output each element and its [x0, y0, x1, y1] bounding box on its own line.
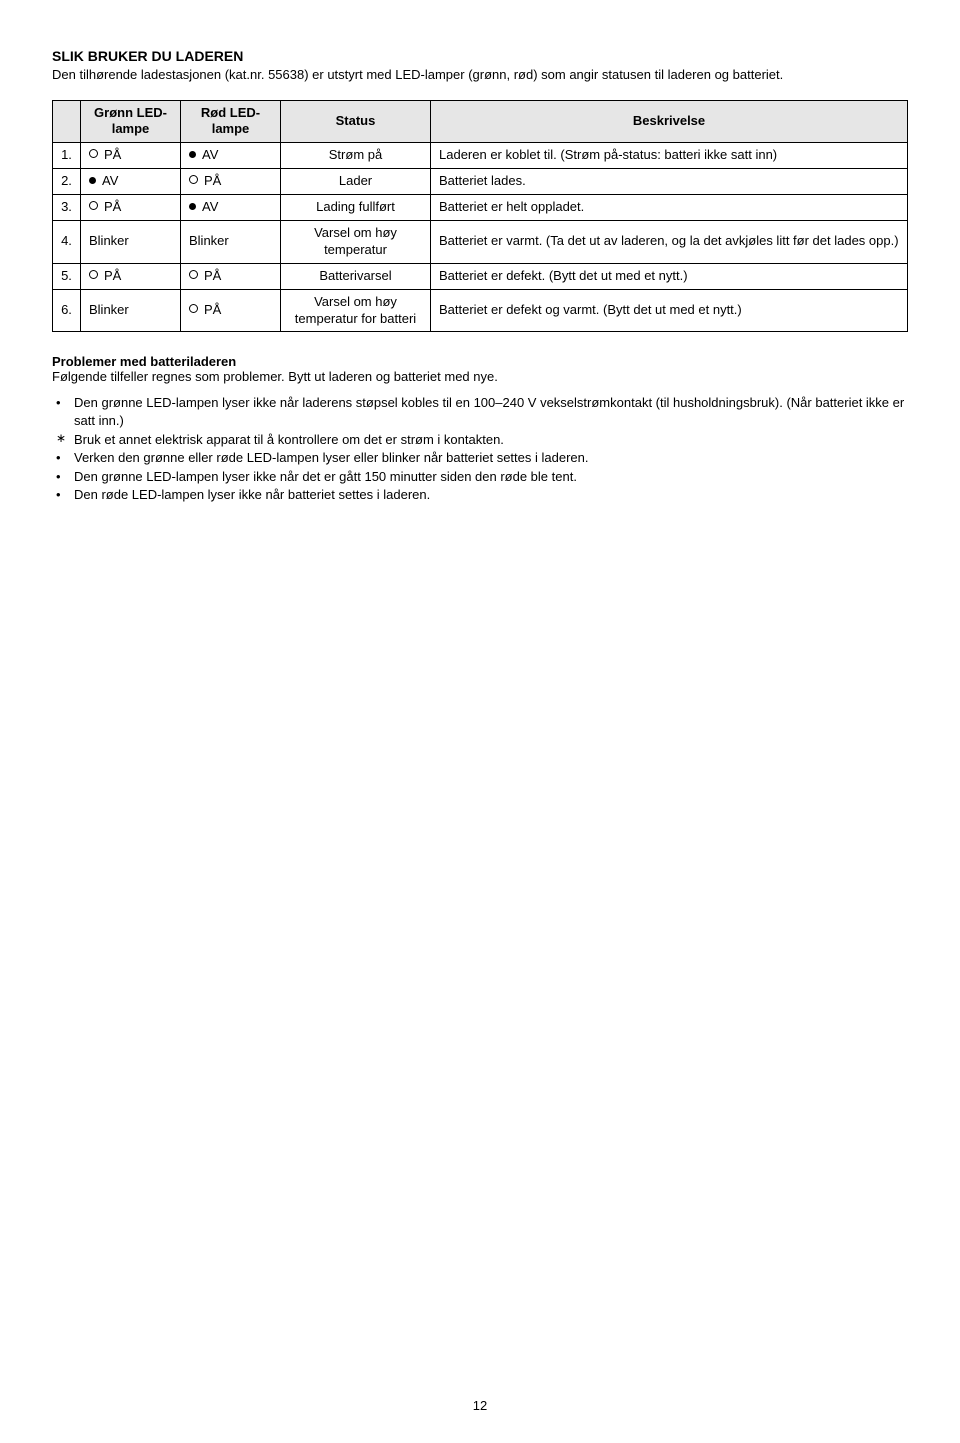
table-header-row: Grønn LED-lampe Rød LED-lampe Status Bes…	[53, 100, 908, 143]
status-cell: Lading fullført	[281, 195, 431, 221]
table-header-desc: Beskrivelse	[431, 100, 908, 143]
green-led-cell: PÅ	[81, 263, 181, 289]
filled-circle-icon	[89, 173, 102, 188]
description-cell: Batteriet er helt oppladet.	[431, 195, 908, 221]
open-circle-icon	[189, 302, 204, 317]
open-circle-icon	[189, 173, 204, 188]
red-led-cell: AV	[181, 143, 281, 169]
table-row: 5.PÅPÅBatterivarselBatteriet er defekt. …	[53, 263, 908, 289]
problems-heading: Problemer med batteriladeren	[52, 354, 908, 369]
row-number: 4.	[53, 221, 81, 264]
description-cell: Batteriet lades.	[431, 169, 908, 195]
description-cell: Laderen er koblet til. (Strøm på-status:…	[431, 143, 908, 169]
green-led-cell: PÅ	[81, 195, 181, 221]
table-header-green: Grønn LED-lampe	[81, 100, 181, 143]
table-row: 3.PÅAVLading fullførtBatteriet er helt o…	[53, 195, 908, 221]
status-cell: Strøm på	[281, 143, 431, 169]
table-row: 4.BlinkerBlinkerVarsel om høy temperatur…	[53, 221, 908, 264]
list-item: Verken den grønne eller røde LED-lampen …	[70, 449, 908, 467]
table-header-red: Rød LED-lampe	[181, 100, 281, 143]
row-number: 2.	[53, 169, 81, 195]
filled-circle-icon	[189, 147, 202, 162]
table-header-status: Status	[281, 100, 431, 143]
open-circle-icon	[89, 147, 104, 162]
green-led-cell: AV	[81, 169, 181, 195]
status-cell: Varsel om høy temperatur for batteri	[281, 289, 431, 332]
problems-list: Den grønne LED-lampen lyser ikke når lad…	[52, 394, 908, 503]
red-led-cell: Blinker	[181, 221, 281, 264]
status-cell: Batterivarsel	[281, 263, 431, 289]
list-item: Den grønne LED-lampen lyser ikke når lad…	[70, 394, 908, 429]
list-item: Den røde LED-lampen lyser ikke når batte…	[70, 486, 908, 504]
open-circle-icon	[89, 199, 104, 214]
description-cell: Batteriet er defekt. (Bytt det ut med et…	[431, 263, 908, 289]
row-number: 5.	[53, 263, 81, 289]
green-led-cell: Blinker	[81, 289, 181, 332]
table-row: 1.PÅAVStrøm påLaderen er koblet til. (St…	[53, 143, 908, 169]
green-led-cell: Blinker	[81, 221, 181, 264]
open-circle-icon	[189, 268, 204, 283]
filled-circle-icon	[189, 199, 202, 214]
table-header-blank	[53, 100, 81, 143]
page-number: 12	[0, 1398, 960, 1413]
description-cell: Batteriet er varmt. (Ta det ut av ladere…	[431, 221, 908, 264]
list-item: Bruk et annet elektrisk apparat til å ko…	[70, 431, 908, 449]
list-item: Den grønne LED-lampen lyser ikke når det…	[70, 468, 908, 486]
description-cell: Batteriet er defekt og varmt. (Bytt det …	[431, 289, 908, 332]
row-number: 3.	[53, 195, 81, 221]
row-number: 1.	[53, 143, 81, 169]
intro-text: Den tilhørende ladestasjonen (kat.nr. 55…	[52, 66, 908, 84]
status-cell: Lader	[281, 169, 431, 195]
table-row: 6.BlinkerPÅVarsel om høy temperatur for …	[53, 289, 908, 332]
led-status-table: Grønn LED-lampe Rød LED-lampe Status Bes…	[52, 100, 908, 333]
table-row: 2.AVPÅLaderBatteriet lades.	[53, 169, 908, 195]
problems-subtext: Følgende tilfeller regnes som problemer.…	[52, 369, 908, 384]
red-led-cell: AV	[181, 195, 281, 221]
red-led-cell: PÅ	[181, 263, 281, 289]
row-number: 6.	[53, 289, 81, 332]
red-led-cell: PÅ	[181, 289, 281, 332]
open-circle-icon	[89, 268, 104, 283]
red-led-cell: PÅ	[181, 169, 281, 195]
status-cell: Varsel om høy temperatur	[281, 221, 431, 264]
page-title: SLIK BRUKER DU LADEREN	[52, 48, 908, 64]
green-led-cell: PÅ	[81, 143, 181, 169]
